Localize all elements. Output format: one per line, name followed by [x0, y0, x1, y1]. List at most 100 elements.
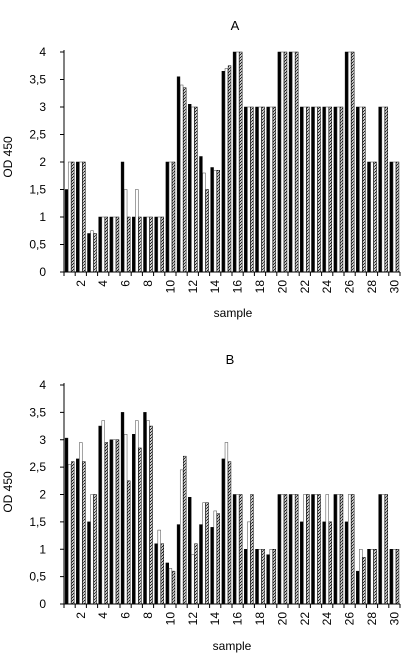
chart-b-xtick-label: 2	[74, 612, 88, 619]
chart-a-bar-black-19	[266, 106, 270, 273]
chart-b-bar-black-27	[356, 570, 360, 605]
chart-a-bar-black-12	[188, 104, 192, 273]
chart-b-bar-black-25	[333, 494, 337, 605]
chart-a-bar-white-5	[112, 216, 117, 273]
chart-b-bar-black-5	[109, 439, 113, 605]
chart-b-bar-hatched-3	[93, 494, 97, 605]
chart-b: B OD 450 sample 00,511,522,533,542 4 6 8 10 1…	[1, 352, 401, 653]
chart-b-bar-white-18	[258, 549, 262, 605]
chart-b-bar-hatched-21	[295, 494, 299, 605]
chart-a-bar-hatched-24	[328, 106, 333, 273]
chart-b-bar-white-25	[336, 494, 341, 605]
chart-b-bar-black-3	[87, 521, 91, 605]
chart-b-bar-white-24	[325, 494, 329, 605]
chart-b-title: B	[226, 352, 235, 367]
chart-a-plot: 00,511,522,533,542 4 6 8 10 12 14 16 18 20 22 24 26 2…	[29, 45, 401, 293]
chart-a-bar-hatched-25	[339, 106, 344, 273]
chart-b-xtick-label: 22	[298, 612, 312, 626]
chart-a-bar-white-18	[258, 106, 262, 273]
chart-b-bar-black-8	[143, 412, 147, 605]
chart-b-bar-hatched-5	[115, 439, 120, 605]
chart-a-bar-hatched-23	[317, 106, 321, 273]
chart-b-ylabel: OD 450	[1, 471, 15, 513]
chart-b-bar-black-1	[64, 437, 69, 605]
chart-b-bar-hatched-27	[362, 557, 366, 605]
chart-b-bar-black-30	[389, 549, 393, 605]
chart-a-bar-black-29	[378, 106, 382, 273]
chart-a-bar-black-23	[311, 106, 315, 273]
chart-a-bar-hatched-1	[71, 161, 75, 273]
chart-a-bar-white-26	[347, 51, 352, 273]
chart-a-bar-white-15	[224, 68, 229, 273]
chart-b-bar-white-3	[90, 494, 94, 605]
chart-b-bar-white-12	[191, 554, 195, 605]
chart-b-bar-black-9	[154, 543, 158, 605]
chart-a-xtick-label: 26	[343, 280, 357, 294]
chart-a-bar-black-13	[199, 156, 203, 273]
chart-b-bar-hatched-9	[160, 543, 165, 605]
chart-b-bar-hatched-13	[205, 502, 209, 605]
chart-b-bar-white-22	[303, 494, 307, 605]
chart-b-bar-black-4	[98, 425, 102, 605]
chart-b-bar-white-8	[146, 420, 150, 605]
chart-b-bar-black-20	[277, 494, 281, 605]
chart-a-bar-hatched-3	[93, 233, 97, 273]
chart-a-bar-hatched-8	[149, 216, 153, 273]
chart-b-bar-hatched-24	[328, 521, 333, 605]
chart-a-bar-hatched-16	[239, 51, 243, 273]
chart-b-ytick-label: 4	[39, 378, 46, 392]
chart-a-bar-hatched-20	[283, 51, 288, 273]
chart-a-bar-black-4	[98, 216, 102, 273]
chart-b-bar-hatched-22	[306, 494, 310, 605]
chart-a-bar-hatched-29	[384, 106, 389, 273]
chart-a-xtick-label: 16	[231, 280, 245, 294]
chart-a-bar-hatched-9	[160, 216, 165, 273]
chart-b-bar-hatched-4	[104, 442, 109, 605]
chart-b-bar-black-18	[255, 549, 259, 605]
chart-a-bar-black-1	[64, 189, 69, 273]
chart-a-bar-white-27	[359, 106, 363, 273]
chart-b-bar-black-17	[244, 549, 248, 605]
chart-a-bar-hatched-15	[227, 65, 232, 273]
chart-a-bar-black-18	[255, 106, 259, 273]
chart-a-bar-black-6	[120, 161, 125, 273]
chart-b-bar-hatched-20	[283, 494, 288, 605]
chart-b-bar-hatched-30	[395, 549, 400, 605]
chart-b-bar-white-13	[202, 502, 206, 605]
chart-b-bar-hatched-6	[127, 480, 131, 605]
chart-b-bar-white-16	[235, 494, 240, 605]
chart-b-xtick-label: 26	[343, 612, 357, 626]
chart-a-bar-white-13	[202, 172, 206, 273]
chart-b-bar-hatched-29	[384, 494, 389, 605]
chart-b-plot: 00,511,522,533,542 4 6 8 10 12 14 16 18 20 22 24 26 2…	[29, 378, 401, 625]
chart-a-xtick-label: 22	[298, 280, 312, 294]
chart-b-bar-hatched-19	[272, 549, 277, 605]
chart-a-bar-white-23	[314, 106, 318, 273]
chart-a-xtick-label: 8	[141, 280, 155, 287]
chart-a-bar-black-16	[232, 51, 237, 273]
chart-b-bar-black-15	[221, 458, 225, 605]
chart-a-bar-hatched-12	[194, 106, 198, 273]
chart-b-xtick-label: 20	[275, 612, 289, 626]
chart-a-bar-white-17	[247, 106, 251, 273]
chart-a-bar-white-19	[269, 106, 273, 273]
chart-a-ytick-label: 3	[39, 100, 46, 114]
chart-a-bar-white-10	[168, 161, 173, 273]
chart-a-bar-black-30	[389, 161, 393, 273]
chart-b-xtick-label: 28	[365, 612, 379, 626]
chart-a-bar-hatched-27	[362, 106, 366, 273]
chart-a-bar-hatched-7	[138, 216, 142, 273]
chart-b-bar-hatched-18	[261, 549, 265, 605]
chart-a-bar-white-4	[101, 216, 105, 273]
chart-a-bar-black-9	[154, 216, 158, 273]
chart-a-bar-hatched-4	[104, 216, 109, 273]
chart-a-bar-white-3	[90, 230, 94, 273]
chart-b-bar-white-1	[67, 464, 72, 605]
chart-b-bar-white-6	[123, 434, 128, 605]
chart-b-ytick-label: 2,5	[29, 460, 46, 474]
chart-b-bar-white-5	[112, 439, 117, 605]
chart-a-xtick-label: 20	[275, 280, 289, 294]
chart-b-bar-white-9	[157, 529, 161, 605]
chart-b-bar-hatched-25	[339, 494, 344, 605]
